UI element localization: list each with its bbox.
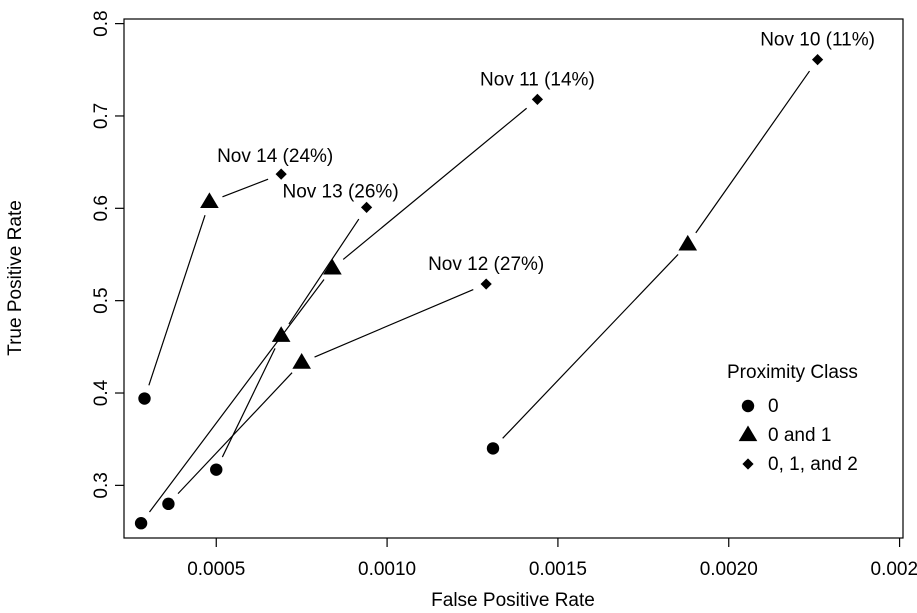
series-labels: Nov 10 (11%) Nov 11 (14%) Nov 12 (27%) Nov … <box>217 30 875 275</box>
diamond-marker <box>360 201 373 213</box>
series-connector-lines <box>148 70 811 513</box>
circle-marker <box>134 517 148 530</box>
y-tick-label: 0.8 <box>91 10 112 36</box>
y-tick-label: 0.7 <box>91 103 112 129</box>
connector-nov-14-24 <box>148 214 206 386</box>
legend-entry-label: 0, 1, and 2 <box>768 454 858 475</box>
x-tick-label: 0.0010 <box>358 559 416 580</box>
diamond-marker <box>811 54 824 66</box>
connector-nov-12-27 <box>177 372 293 495</box>
data-point-markers <box>134 54 824 530</box>
series-label-nov-10-11: Nov 10 (11%) <box>760 30 875 51</box>
legend-diamond-marker <box>742 458 754 470</box>
connector-nov-10-11 <box>502 254 679 439</box>
connector-nov-13-26 <box>221 348 276 458</box>
y-tick-label: 0.4 <box>91 379 112 406</box>
x-tick-label: 0.0015 <box>529 559 587 580</box>
connector-nov-12-27 <box>314 288 474 358</box>
connector-nov-11-14 <box>342 107 527 260</box>
legend-entry-label: 0 <box>768 396 779 417</box>
x-tick-label: 0.0020 <box>700 559 758 580</box>
connector-nov-10-11 <box>695 70 811 234</box>
triangle-marker <box>271 326 291 342</box>
connector-nov-14-24 <box>222 178 269 198</box>
series-label-nov-14-24: Nov 14 (24%) <box>217 146 333 167</box>
connector-nov-11-14 <box>149 279 325 513</box>
connector-nov-13-26 <box>288 218 360 325</box>
triangle-marker <box>323 258 342 275</box>
diamond-marker <box>531 93 544 105</box>
x-axis-title: False Positive Rate <box>431 590 595 611</box>
legend-entry-label: 0 and 1 <box>768 425 831 446</box>
circle-marker <box>162 497 175 511</box>
diamond-marker <box>275 168 287 180</box>
circle-marker <box>486 442 500 455</box>
series-label-nov-12-27: Nov 12 (27%) <box>428 254 544 275</box>
legend: Proximity Class 0 0 and 1 0, 1, and 2 <box>727 362 858 475</box>
series-label-nov-11-14: Nov 11 (14%) <box>480 69 595 90</box>
legend-triangle-marker <box>738 425 758 442</box>
y-tick-label: 0.3 <box>91 472 112 498</box>
y-axis-title: True Positive Rate <box>5 200 26 356</box>
x-tick-label: 0.0025 <box>871 559 917 580</box>
triangle-marker <box>200 192 219 209</box>
series-label-nov-13-26: Nov 13 (26%) <box>282 181 398 202</box>
x-axis: 0.0005 0.0010 0.0015 0.0020 0.0025 <box>187 538 917 580</box>
triangle-marker <box>292 353 311 369</box>
circle-marker <box>138 392 151 405</box>
triangle-marker <box>678 234 698 251</box>
plot-frame <box>123 18 904 539</box>
x-tick-label: 0.0005 <box>187 559 245 580</box>
circle-marker <box>210 463 223 476</box>
y-tick-label: 0.6 <box>91 195 112 221</box>
legend-title: Proximity Class <box>727 362 858 383</box>
y-tick-label: 0.5 <box>91 287 112 313</box>
y-axis: 0.3 0.4 0.5 0.6 0.7 0.8 <box>91 10 124 499</box>
legend-circle-marker <box>741 399 755 413</box>
diamond-marker <box>480 278 492 290</box>
